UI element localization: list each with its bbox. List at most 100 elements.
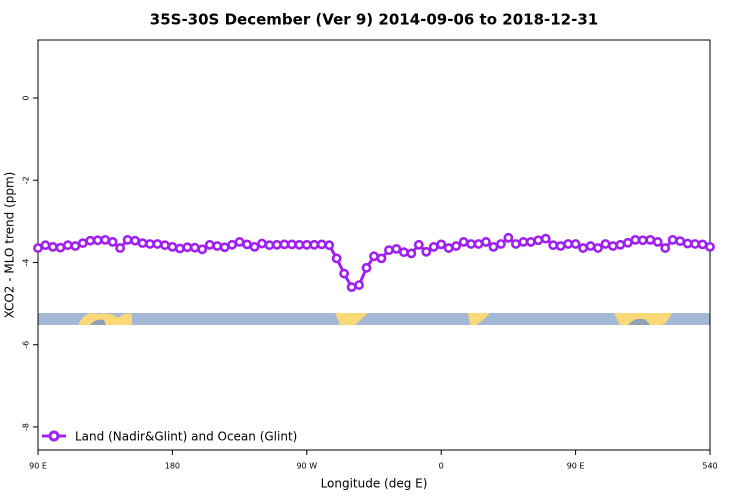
point [608,241,618,251]
point [309,239,320,250]
point [585,241,596,251]
point [160,240,170,251]
point [682,238,693,249]
point [264,240,275,251]
y-axis-label: XCO2 - MLO trend (ppm) [3,172,17,319]
point [339,268,350,279]
point [600,239,611,249]
point [570,239,581,249]
point [182,242,193,253]
point [249,241,260,252]
point [548,240,559,251]
legend: Land (Nadir&Glint) and Ocean (Glint) [42,430,297,444]
point [369,251,379,262]
point [518,237,529,247]
point [174,243,185,254]
point [286,239,297,250]
point [496,239,506,249]
y-tick-label: -4 [22,258,31,266]
point [652,237,663,247]
point [331,253,342,264]
point [413,239,424,250]
legend-label: Land (Nadir&Glint) and Ocean (Glint) [75,430,297,444]
x-tick-label: 90 E [567,462,585,471]
point [85,235,96,246]
point [630,234,641,245]
point [152,239,163,249]
point [145,239,155,249]
point [481,237,491,247]
y-tick-label: 0 [22,95,31,100]
x-tick-label: 0 [439,462,444,471]
point [667,234,678,245]
point [212,241,223,251]
point [122,234,133,245]
map-strip [38,313,710,325]
point [555,241,566,251]
point [705,241,715,252]
point [219,242,230,253]
point [436,239,447,250]
point [137,238,148,249]
point [234,237,245,247]
legend-marker [48,430,60,442]
x-tick-label: 90 W [296,462,317,471]
point [100,234,111,245]
point [272,239,282,250]
point [466,239,476,249]
point [48,241,58,252]
chart-title: 35S-30S December (Ver 9) 2014-09-06 to 2… [150,11,598,29]
point [55,242,66,253]
point [301,239,312,250]
point [197,244,208,255]
point [70,241,81,251]
point [346,282,357,293]
point [533,235,544,246]
point [189,242,200,253]
point [510,239,521,249]
x-tick-label: 180 [165,462,180,471]
point [376,253,387,264]
point [690,239,700,249]
point [324,240,335,251]
point [622,237,633,248]
point [458,237,469,247]
point [398,247,409,258]
x-axis-label: Longitude (deg E) [321,477,428,491]
point [130,235,140,246]
point [204,239,215,250]
point [473,239,484,249]
y-tick-label: -6 [22,341,31,349]
point [443,243,454,253]
point [503,232,514,243]
point [40,240,51,251]
point [294,239,305,250]
point [637,235,648,246]
point [92,235,103,246]
point [660,243,671,253]
x-tick-label: 540 [702,462,717,471]
point [33,243,43,253]
point [77,238,88,249]
point [62,240,73,251]
point [279,239,290,250]
point [593,243,603,253]
point [167,241,178,252]
point [697,239,708,250]
point [421,246,432,257]
point [227,239,238,250]
point [488,241,499,252]
point [406,248,417,259]
point [354,280,364,290]
point [242,239,252,250]
point [563,239,574,249]
point [257,238,267,249]
point [107,237,118,247]
point [540,233,551,244]
point [316,239,327,250]
point [675,236,686,246]
point [361,262,372,273]
point [451,241,462,251]
point [428,241,439,252]
